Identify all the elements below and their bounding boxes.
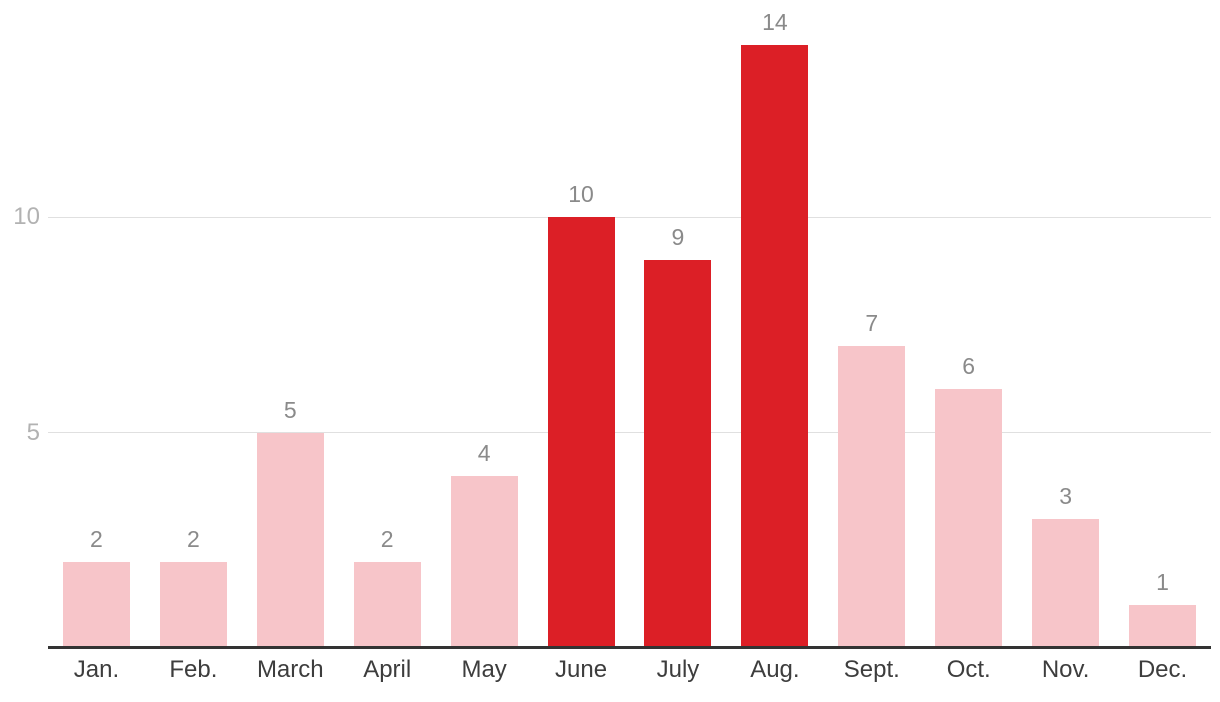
bar — [838, 346, 906, 648]
x-axis-line — [48, 646, 1211, 649]
x-axis-label: Jan. — [73, 656, 120, 683]
x-axis-label: Sept. — [843, 656, 900, 683]
x-axis-label: June — [555, 656, 608, 683]
gridline — [48, 432, 1211, 433]
x-axis-label: Aug. — [750, 656, 800, 683]
x-axis-label: July — [656, 656, 700, 683]
bar — [1129, 604, 1197, 648]
bar-value-label: 2 — [186, 525, 200, 552]
bar — [159, 561, 227, 648]
x-axis-label: Nov. — [1041, 656, 1090, 683]
bar-value-label: 2 — [380, 525, 394, 552]
bar-highlighted — [547, 217, 615, 648]
bar-value-label: 4 — [477, 439, 491, 466]
bar — [935, 389, 1003, 648]
bar-highlighted — [644, 260, 712, 648]
x-axis-label: Dec. — [1137, 656, 1188, 683]
gridline — [48, 216, 1211, 218]
x-axis-label: April — [363, 656, 412, 683]
bar-value-label: 9 — [671, 224, 685, 251]
bar-value-label: 6 — [962, 353, 976, 380]
bar-highlighted — [741, 44, 809, 648]
y-axis-tick-label: 10 — [13, 203, 40, 230]
bar-value-label: 2 — [90, 525, 103, 552]
x-axis-label: Oct. — [946, 656, 991, 683]
x-axis-label: Feb. — [169, 656, 218, 683]
bar-value-label: 7 — [865, 310, 879, 337]
bar-value-label: 3 — [1059, 482, 1073, 509]
bar — [353, 561, 421, 648]
x-axis-label: March — [256, 656, 324, 683]
bar — [256, 432, 324, 648]
y-axis-tick-label: 5 — [26, 418, 40, 446]
bar-value-label: 10 — [568, 181, 594, 207]
bar — [1032, 518, 1100, 648]
bar — [62, 561, 130, 648]
bar-value-label: 5 — [283, 396, 297, 423]
bar — [450, 475, 518, 648]
bar-value-label: 14 — [762, 8, 788, 35]
x-axis-label: May — [461, 656, 507, 683]
bar-value-label: 1 — [1156, 568, 1169, 595]
